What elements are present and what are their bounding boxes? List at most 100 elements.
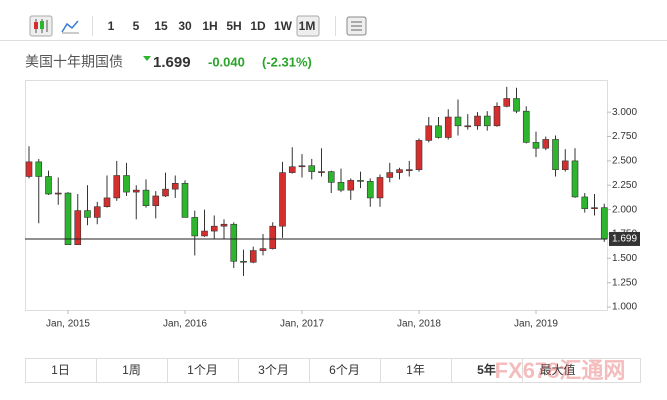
candle-body — [454, 116, 462, 127]
last-price-box — [609, 231, 640, 246]
candle-body — [327, 171, 335, 183]
last-price-label: 1.699 — [612, 234, 637, 245]
y-tick-label: 1.500 — [612, 253, 637, 264]
range-bar — [25, 358, 641, 383]
candle-body — [474, 115, 481, 127]
interval-button[interactable]: 5H — [226, 19, 241, 33]
candle-body — [249, 250, 257, 263]
interval-button[interactable]: 1M — [299, 19, 316, 33]
interval-button[interactable]: 1D — [250, 19, 266, 33]
candle-body — [45, 176, 52, 195]
candle-body — [386, 172, 394, 178]
plot-frame — [25, 80, 608, 311]
candle-body — [93, 206, 101, 218]
down-arrow — [143, 56, 151, 61]
candle-body — [123, 175, 130, 193]
y-tick-label: 1.250 — [612, 277, 637, 288]
candle-body — [64, 192, 72, 246]
candle-body — [279, 172, 286, 227]
candle-body — [542, 139, 550, 149]
candle-body — [35, 161, 43, 177]
candle-body — [513, 98, 520, 112]
x-tick-label: Jan, 2018 — [397, 319, 441, 330]
range-button[interactable]: 1日 — [51, 363, 70, 377]
range-button[interactable]: 6个月 — [329, 363, 360, 377]
watermark: FX678汇通网 — [495, 358, 626, 383]
candle-body — [132, 189, 140, 193]
price: 1.699 — [153, 54, 191, 71]
instrument-title: 美国十年期国债 — [25, 54, 123, 70]
candle-body — [376, 177, 384, 199]
candle-icon[interactable] — [29, 15, 53, 37]
candle-body — [103, 197, 111, 207]
candle-body — [464, 125, 472, 128]
candle-body — [522, 110, 530, 143]
candle-body — [259, 248, 267, 251]
range-button[interactable]: 5年 — [477, 362, 496, 377]
candle-body — [591, 207, 598, 209]
interval-button[interactable]: 1 — [108, 19, 115, 33]
candle-body — [347, 180, 355, 191]
candle-body — [74, 210, 82, 246]
candle-body — [552, 139, 559, 170]
x-tick-label: Jan, 2016 — [163, 319, 207, 330]
candle-body — [84, 210, 91, 218]
candle-body — [571, 160, 579, 198]
candle-body — [503, 98, 511, 107]
interval-button[interactable]: 1H — [202, 19, 217, 33]
candle-body — [210, 225, 218, 232]
range-button[interactable]: 1年 — [406, 363, 425, 377]
candle-body — [366, 181, 374, 199]
x-tick-label: Jan, 2017 — [280, 319, 324, 330]
candle-body — [425, 125, 433, 141]
candle-body — [162, 188, 169, 197]
range-button[interactable]: 3个月 — [258, 363, 289, 377]
candle-body — [435, 125, 442, 138]
y-tick-label: 1.000 — [612, 302, 637, 313]
settings-icon[interactable] — [346, 16, 367, 36]
candle-body — [532, 142, 540, 149]
candle-body — [298, 165, 306, 168]
interval-button[interactable]: 30 — [178, 19, 192, 33]
candle-body — [113, 175, 121, 199]
interval-button[interactable]: 1W — [274, 19, 293, 33]
y-tick-label: 2.750 — [612, 131, 637, 142]
x-tick-label: Jan, 2015 — [46, 319, 90, 330]
interval-button[interactable]: 15 — [154, 19, 168, 33]
candle-body — [25, 161, 33, 177]
candle-body — [230, 223, 238, 262]
range-button[interactable]: 最大值 — [539, 362, 575, 377]
range-button[interactable]: 1周 — [122, 363, 141, 377]
candle-body — [483, 115, 491, 127]
candle-body — [493, 106, 501, 127]
candle-body — [152, 195, 160, 207]
candle-body — [220, 223, 228, 227]
candle-body — [269, 225, 277, 249]
change-percent: (-2.31%) — [262, 54, 312, 69]
candle-body — [581, 196, 589, 209]
y-tick-label: 2.500 — [612, 156, 637, 167]
toolbar — [0, 0, 667, 40]
candle-body — [191, 217, 199, 237]
candle-body — [396, 169, 403, 173]
y-tick-label: 3.000 — [612, 107, 637, 118]
line-icon[interactable] — [61, 20, 79, 33]
candle-body — [600, 207, 608, 240]
selected-interval — [296, 15, 320, 37]
range-button[interactable]: 1个月 — [187, 363, 218, 377]
change: -0.040 — [208, 54, 245, 69]
candle-body — [288, 166, 296, 173]
icon-body — [40, 21, 44, 29]
candle-body — [201, 230, 208, 237]
candle-body — [171, 183, 179, 190]
candle-body — [357, 180, 364, 182]
candle-body — [337, 182, 345, 191]
interval-button[interactable]: 5 — [133, 19, 140, 33]
x-tick-label: Jan, 2019 — [514, 319, 558, 330]
y-tick-label: 2.000 — [612, 204, 637, 215]
candle-body — [415, 140, 423, 170]
candle-body — [318, 171, 325, 173]
candle-body — [561, 160, 569, 170]
